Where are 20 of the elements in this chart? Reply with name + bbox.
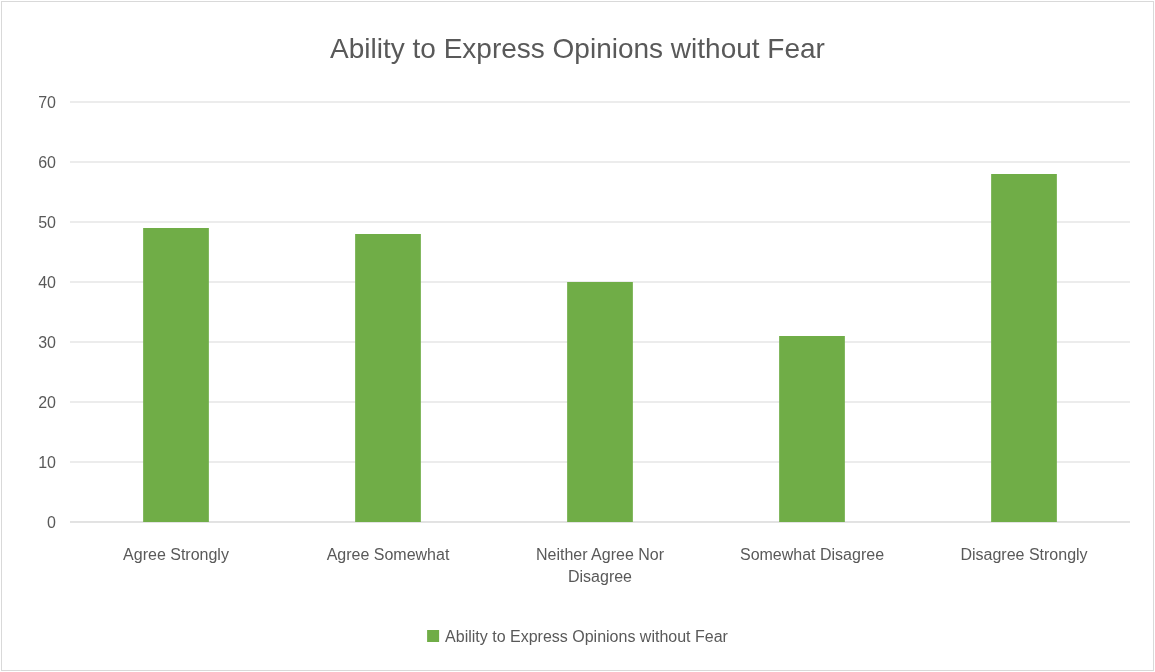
x-tick-label: Agree Somewhat <box>326 546 450 563</box>
x-tick-label: Neither Agree Nor Disagree <box>535 546 665 585</box>
bar <box>991 174 1057 522</box>
y-tick-label: 60 <box>38 153 57 171</box>
bar <box>355 234 421 522</box>
y-tick-label: 70 <box>38 93 57 111</box>
x-tick-label: Disagree Strongly <box>960 546 1088 563</box>
x-tick-label: Somewhat Disagree <box>739 546 885 563</box>
y-tick-label: 0 <box>47 513 57 531</box>
bar <box>567 282 633 522</box>
y-tick-label: 30 <box>38 333 57 351</box>
legend-label: Ability to Express Opinions without Fear <box>445 627 729 645</box>
bar <box>779 336 845 522</box>
y-tick-label: 50 <box>38 213 57 231</box>
x-tick-label: Agree Strongly <box>123 546 229 563</box>
y-tick-label: 40 <box>38 273 57 291</box>
bar <box>143 228 209 522</box>
y-tick-label: 10 <box>38 453 57 471</box>
y-tick-label: 20 <box>38 393 57 411</box>
chart-title: Ability to Express Opinions without Fear <box>330 33 825 64</box>
